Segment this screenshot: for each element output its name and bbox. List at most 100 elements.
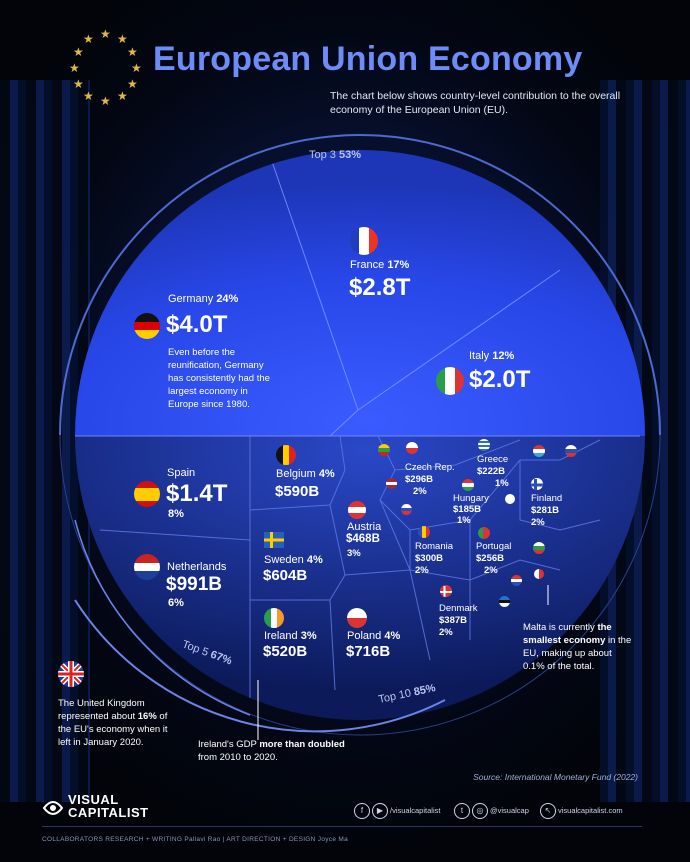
star-icon: ★ — [100, 27, 111, 41]
romania-label: Romania $300B 2% — [415, 541, 454, 576]
top5-arc — [74, 519, 251, 716]
france-value: $2.8T — [349, 274, 411, 301]
estonia-flag-icon — [499, 596, 510, 607]
divider — [250, 504, 346, 601]
poland-flag-icon — [347, 608, 367, 628]
star-icon: ★ — [117, 89, 128, 103]
star-icon: ★ — [83, 32, 94, 46]
visual-capitalist-logo[interactable]: VISUAL CAPITALIST — [68, 792, 149, 820]
sweden-label: Sweden 4% — [264, 554, 323, 566]
ireland-note: Ireland's GDP more than doubled from 201… — [198, 739, 345, 763]
social-website[interactable]: ↖ visualcapitalist.com — [540, 803, 623, 819]
romania-flag-icon — [418, 526, 430, 538]
star-icon: ★ — [69, 61, 80, 75]
ireland-label: Ireland 3% — [264, 630, 317, 642]
uk-flag-icon — [58, 661, 84, 687]
bulgaria-flag-icon — [533, 542, 545, 554]
star-icon: ★ — [117, 32, 128, 46]
cyprus-flag-icon — [505, 494, 515, 504]
ireland-value: $520B — [263, 643, 308, 660]
germany-note: Even before the reunification, Germany h… — [168, 347, 270, 410]
malta-note: Malta is currently the smallest economy … — [523, 622, 632, 672]
denmark-label: Denmark $387B 2% — [439, 603, 478, 638]
star-icon: ★ — [127, 77, 138, 91]
austria-share: 3% — [347, 548, 361, 559]
social-twitter-instagram[interactable]: t ◎ @visualcap — [454, 803, 529, 819]
page-title: European Union Economy — [153, 40, 583, 78]
instagram-icon[interactable]: ◎ — [472, 803, 488, 819]
star-icon: ★ — [73, 77, 84, 91]
divider — [394, 439, 521, 471]
portugal-flag-icon — [478, 527, 490, 539]
malta-flag-icon — [534, 569, 544, 579]
twitter-icon[interactable]: t — [454, 803, 470, 819]
divider — [99, 529, 251, 541]
belgium-flag-icon — [276, 445, 296, 465]
visual-capitalist-logo-icon — [42, 798, 64, 816]
sweden-value: $604B — [263, 567, 308, 584]
italy-flag-icon — [436, 367, 464, 395]
source-note: Source: International Monetary Fund (202… — [473, 772, 638, 782]
germany-flag-icon — [134, 313, 160, 339]
greece-flag-icon — [478, 439, 490, 451]
star-icon: ★ — [73, 45, 84, 59]
uk-note: The United Kingdom represented about 16%… — [58, 698, 168, 748]
cursor-icon[interactable]: ↖ — [540, 803, 556, 819]
top3-ring — [59, 134, 661, 436]
france-label: France 17% — [350, 259, 410, 271]
slovenia-flag-icon — [565, 445, 577, 457]
top3-label: Top 3 53% — [309, 149, 362, 161]
belgium-label: Belgium 4% — [276, 468, 335, 480]
star-icon: ★ — [83, 89, 94, 103]
netherlands-label: Netherlands — [167, 561, 227, 573]
austria-value: $468B — [346, 533, 380, 545]
ireland-flag-icon — [264, 608, 284, 628]
divider — [329, 409, 359, 437]
germany-value: $4.0T — [166, 311, 228, 338]
footer-divider — [42, 826, 642, 827]
czech-label: Czech Rep. $296B 2% — [405, 462, 455, 497]
subtitle: The chart below shows country-level cont… — [330, 90, 621, 116]
star-icon: ★ — [100, 94, 111, 108]
spain-share: 8% — [168, 508, 184, 520]
denmark-flag-icon — [440, 585, 452, 597]
spain-flag-icon — [134, 481, 160, 507]
top10-arc — [74, 599, 446, 733]
divider — [329, 599, 336, 691]
austria-label: Austria — [347, 521, 382, 533]
slovakia-flag-icon — [401, 504, 412, 515]
star-icon: ★ — [127, 45, 138, 59]
luxembourg-flag-icon — [533, 445, 545, 457]
facebook-icon[interactable]: f — [354, 803, 370, 819]
germany-label: Germany 24% — [168, 293, 239, 305]
italy-value: $2.0T — [469, 366, 531, 393]
social-facebook-youtube[interactable]: f ▶/visualcapitalist — [354, 803, 440, 819]
croatia-flag-icon — [511, 575, 522, 586]
sweden-flag-icon — [264, 532, 284, 548]
greece-label: Greece $222B 1% — [477, 454, 509, 489]
poland-label: Poland 4% — [347, 630, 401, 642]
divider — [519, 460, 601, 531]
netherlands-value: $991B — [166, 574, 222, 595]
star-icon: ★ — [131, 61, 142, 75]
poland-value: $716B — [346, 643, 391, 660]
czech-flag-icon — [406, 442, 418, 454]
portugal-label: Portugal $256B 2% — [476, 541, 512, 576]
belgium-value: $590B — [275, 483, 320, 500]
lithuania-flag-icon — [378, 444, 390, 456]
france-flag-icon — [350, 227, 378, 255]
spain-value: $1.4T — [166, 480, 228, 507]
youtube-icon[interactable]: ▶ — [372, 803, 388, 819]
divider — [520, 439, 601, 461]
divider — [249, 435, 346, 511]
latvia-flag-icon — [386, 478, 397, 489]
credits: COLLABORATORS RESEARCH + WRITING Pallavi… — [42, 836, 348, 843]
finland-label: Finland $281B 2% — [531, 493, 563, 528]
austria-flag-icon — [348, 501, 366, 519]
netherlands-share: 6% — [168, 597, 184, 609]
hungary-flag-icon — [462, 479, 474, 491]
netherlands-flag-icon — [134, 554, 160, 580]
divider — [379, 459, 521, 531]
